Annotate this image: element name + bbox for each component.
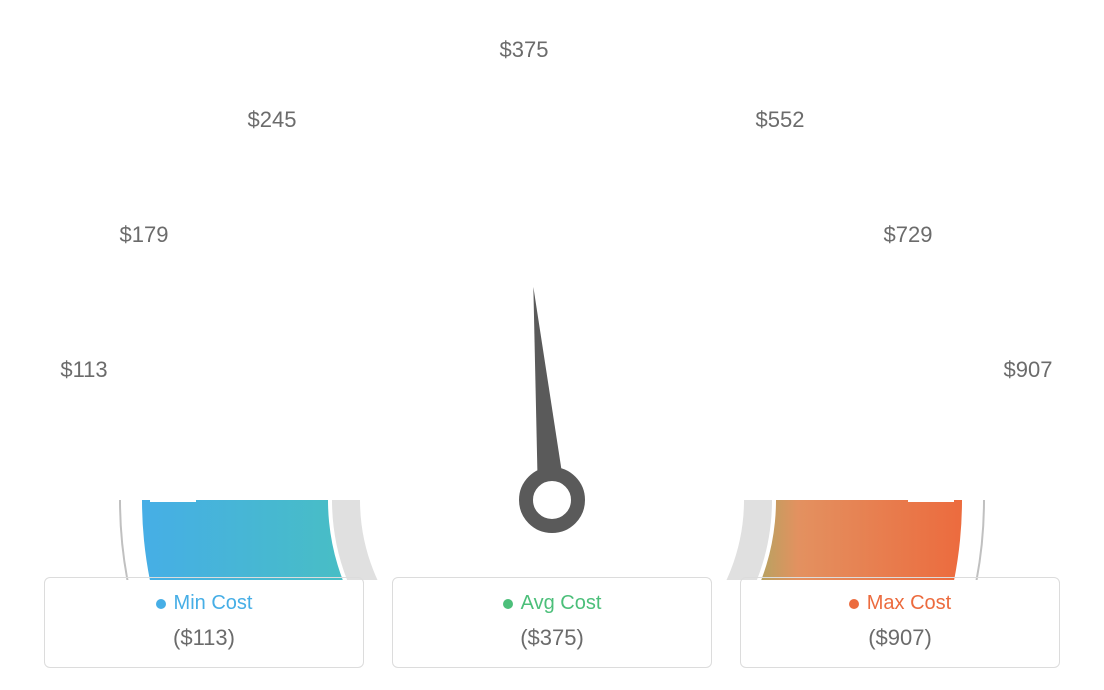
legend-dot-min [156,599,166,609]
gauge-tick-label: $729 [884,222,933,248]
gauge-tick-label: $375 [500,37,549,63]
gauge-chart: $113 $179 $245 $375 $552 $729 $907 [0,20,1104,580]
legend-card-max: Max Cost ($907) [740,577,1060,668]
legend-card-avg: Avg Cost ($375) [392,577,712,668]
legend-value-min: ($113) [45,625,363,651]
gauge-tick-label: $113 [60,357,107,383]
gauge-tick-label: $552 [756,107,805,133]
legend-value-max: ($907) [741,625,1059,651]
legend-row: Min Cost ($113) Avg Cost ($375) Max Cost… [0,577,1104,668]
legend-label-avg: Avg Cost [521,592,602,615]
legend-label-max: Max Cost [867,592,951,615]
legend-dot-max [849,599,859,609]
legend-title-avg: Avg Cost [503,592,602,615]
gauge-tick-label: $245 [248,107,297,133]
gauge-tick-label: $907 [1004,357,1053,383]
gauge-needle [526,287,578,526]
legend-label-min: Min Cost [174,592,253,615]
legend-title-max: Max Cost [849,592,951,615]
gauge-tick-label: $179 [120,222,169,248]
legend-title-min: Min Cost [156,592,253,615]
legend-value-avg: ($375) [393,625,711,651]
legend-dot-avg [503,599,513,609]
legend-card-min: Min Cost ($113) [44,577,364,668]
gauge-svg [28,20,1076,580]
